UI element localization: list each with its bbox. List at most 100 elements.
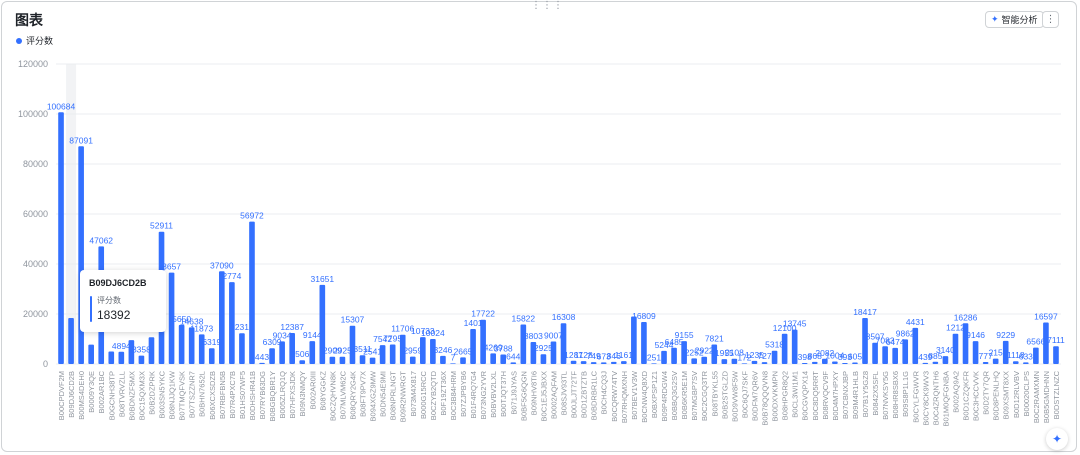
y-tick-label: 20000	[23, 309, 48, 319]
data-label: 3140	[936, 345, 955, 355]
bar	[771, 350, 778, 364]
x-tick-label: B0DN54E9MI	[379, 371, 388, 417]
x-tick-label: B08YGGKZ	[318, 371, 327, 411]
bar	[801, 363, 808, 364]
x-tick-label: B071J9JYAS	[509, 371, 518, 415]
bar	[389, 344, 396, 364]
data-label: 37090	[210, 260, 234, 270]
bar	[1023, 362, 1029, 364]
data-label: 9155	[675, 330, 694, 340]
x-tick-label: B09N3NMQY	[298, 371, 307, 416]
bar	[550, 341, 557, 364]
bar	[701, 356, 708, 364]
tooltip-label: 评分数	[97, 296, 121, 305]
x-tick-label: B0D9VW8F5W	[730, 370, 739, 422]
bar	[811, 361, 818, 364]
bar	[259, 362, 265, 364]
data-label: 9862	[896, 328, 915, 338]
data-label: 443	[255, 352, 269, 362]
x-tick-label: B0BXPSP1Z1	[650, 371, 659, 418]
bar	[751, 360, 758, 364]
bar	[500, 354, 507, 364]
x-tick-label: B01F4RQ7G4	[469, 371, 478, 419]
sparkle-icon[interactable]: ✦	[1046, 428, 1068, 450]
x-tick-label: B0F19ZT36X	[439, 371, 448, 416]
bar	[1012, 361, 1019, 364]
x-tick-label: B08TBYKL55	[710, 371, 719, 416]
data-label: 3358	[132, 345, 151, 355]
bar	[440, 355, 446, 364]
x-tick-label: B0DHSHR41B	[248, 371, 257, 420]
x-tick-label: B06XCXSDZB	[208, 371, 217, 420]
data-label: 868	[808, 351, 822, 361]
legend[interactable]: 评分数	[16, 34, 53, 47]
bar	[882, 346, 888, 364]
bar	[1043, 322, 1049, 364]
data-label: 7	[451, 352, 456, 362]
bar	[168, 272, 175, 364]
more-vertical-icon[interactable]: ⋮	[1042, 11, 1059, 28]
data-label: 506	[295, 349, 309, 359]
x-tick-label: B003SN5YKC	[158, 370, 167, 418]
bar	[369, 357, 376, 364]
x-tick-label: B0D1ZBTZTB	[580, 371, 589, 418]
data-label: 16286	[954, 312, 978, 322]
x-tick-label: B0BDNZF5MX	[127, 371, 136, 421]
x-tick-label: B07NVKSY5G	[881, 371, 890, 420]
bar	[279, 341, 285, 364]
bar	[359, 355, 366, 364]
data-label: 5318	[765, 340, 784, 350]
x-tick-label: B0CNW4Q8XD	[640, 370, 649, 422]
bar	[409, 356, 416, 364]
data-label: 2925	[333, 346, 352, 356]
data-label: 13745	[783, 319, 807, 329]
bar	[952, 333, 959, 364]
bar	[822, 358, 828, 364]
bar	[691, 358, 697, 364]
x-tick-label: B0BDRBR1LC	[590, 370, 599, 420]
bar	[299, 360, 306, 364]
x-tick-label: B09P4RDGW4	[660, 371, 669, 421]
data-label: 3788	[494, 344, 513, 354]
x-tick-label: B00MS4DEH0	[77, 371, 86, 420]
bar	[992, 358, 999, 364]
bar	[621, 361, 627, 364]
data-label: 5244	[655, 340, 674, 350]
data-label: 777	[979, 351, 993, 361]
x-tick-label: B08FT9PV7X	[359, 371, 368, 417]
data-label: 398	[798, 352, 812, 362]
data-label: 4269	[484, 342, 503, 352]
data-label: 7795	[383, 334, 402, 344]
x-tick-label: B08NPRLNGT	[389, 371, 398, 421]
x-tick-label: B0CH4CQ3J	[600, 371, 609, 415]
x-tick-label: B000G15RCC	[419, 370, 428, 419]
x-tick-label: B0D1CZQKFR	[962, 370, 971, 420]
bar	[651, 363, 657, 364]
bar	[892, 347, 898, 364]
x-tick-label: B09DJ6CD2B	[67, 371, 76, 418]
bar	[731, 358, 738, 364]
x-tick-label: B0CQRW74TV	[610, 371, 619, 422]
data-label: 4431	[906, 317, 925, 327]
bar	[470, 328, 476, 364]
bar	[450, 363, 456, 364]
ai-analysis-button[interactable]: ✦ 智能分析	[985, 11, 1044, 28]
x-tick-label: B0B6KR5E1M	[680, 371, 689, 419]
data-label: 2959	[403, 346, 422, 356]
bar	[138, 355, 145, 364]
x-tick-label: B08HPGR8Q2	[781, 371, 790, 420]
data-label: 644	[506, 351, 520, 361]
x-tick-label: B08QRY2G4K	[348, 371, 357, 420]
data-label: 9229	[996, 330, 1015, 340]
bar	[741, 363, 748, 364]
data-label: 2108	[725, 348, 744, 358]
bar	[219, 271, 225, 364]
drag-handle-icon[interactable]: ⋮⋮⋮	[531, 0, 564, 11]
data-label: 11706	[391, 324, 414, 334]
data-label: 3246	[433, 345, 452, 355]
data-label: 2909	[323, 346, 342, 356]
bar	[540, 354, 547, 364]
data-label: 17722	[471, 309, 495, 319]
x-tick-label: B002AR1BC	[97, 370, 106, 413]
